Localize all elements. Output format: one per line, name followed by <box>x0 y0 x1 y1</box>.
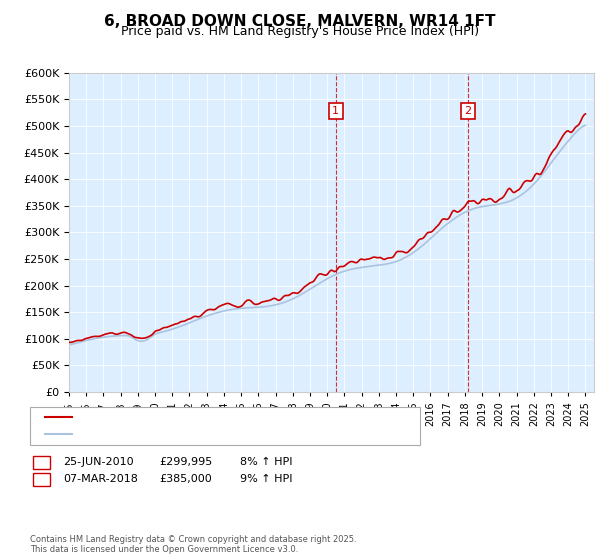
Text: 25-JUN-2010: 25-JUN-2010 <box>63 457 134 467</box>
Text: £385,000: £385,000 <box>159 474 212 484</box>
Text: Contains HM Land Registry data © Crown copyright and database right 2025.
This d: Contains HM Land Registry data © Crown c… <box>30 535 356 554</box>
Text: 9% ↑ HPI: 9% ↑ HPI <box>240 474 293 484</box>
Text: Price paid vs. HM Land Registry's House Price Index (HPI): Price paid vs. HM Land Registry's House … <box>121 25 479 38</box>
Text: 6, BROAD DOWN CLOSE, MALVERN, WR14 1FT (detached house): 6, BROAD DOWN CLOSE, MALVERN, WR14 1FT (… <box>78 412 413 422</box>
Text: 07-MAR-2018: 07-MAR-2018 <box>63 474 138 484</box>
Text: 1: 1 <box>38 457 45 467</box>
Text: HPI: Average price, detached house, Malvern Hills: HPI: Average price, detached house, Malv… <box>78 429 338 439</box>
Text: 8% ↑ HPI: 8% ↑ HPI <box>240 457 293 467</box>
Text: 6, BROAD DOWN CLOSE, MALVERN, WR14 1FT: 6, BROAD DOWN CLOSE, MALVERN, WR14 1FT <box>104 14 496 29</box>
Text: 1: 1 <box>332 106 340 116</box>
Text: 2: 2 <box>38 474 45 484</box>
Text: £299,995: £299,995 <box>159 457 212 467</box>
Text: 2: 2 <box>464 106 472 116</box>
